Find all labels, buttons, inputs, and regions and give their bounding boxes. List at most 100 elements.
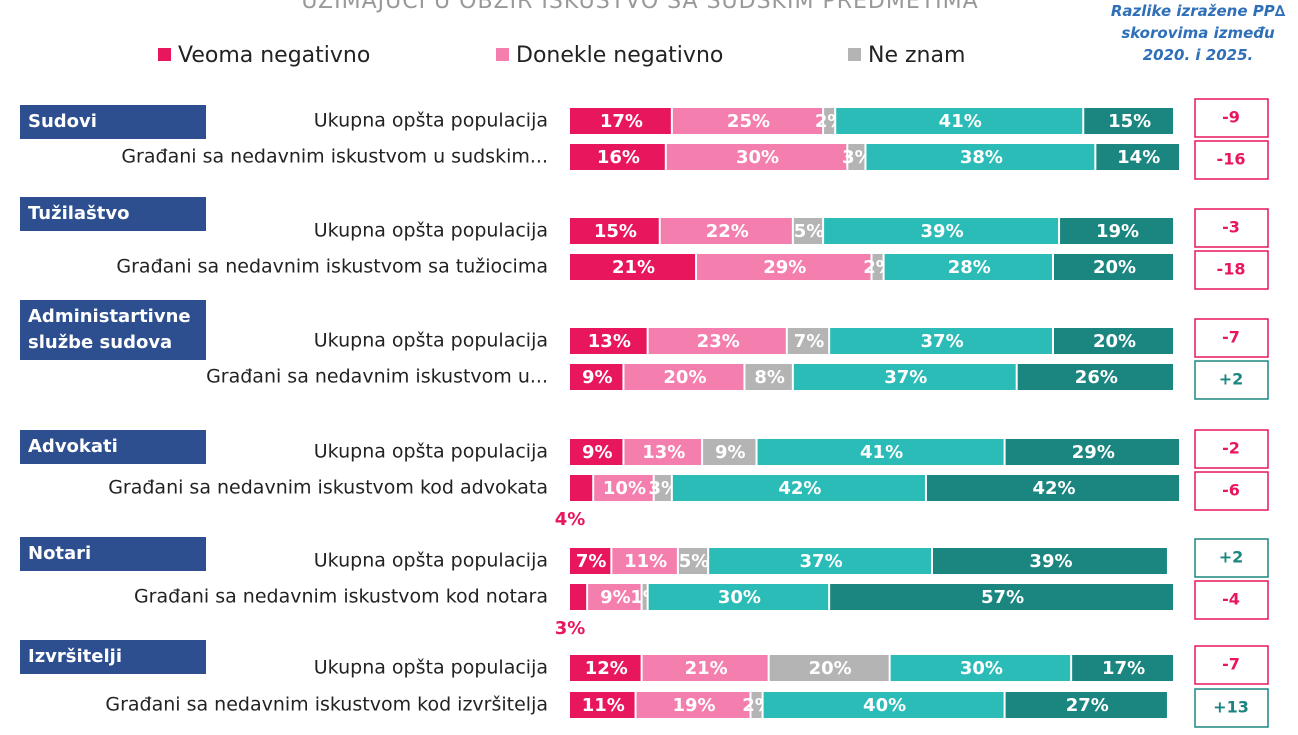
bar-segment: [1017, 364, 1173, 390]
value-label: 3%: [842, 147, 873, 168]
value-label: 40%: [863, 695, 906, 716]
bar-segment: [1072, 655, 1173, 681]
value-label: 20%: [663, 367, 706, 388]
bar-segment: [570, 364, 623, 390]
value-label: 21%: [612, 257, 655, 278]
bar-segment: [824, 218, 1059, 244]
legend-swatch: [496, 48, 509, 61]
row-label: Građani sa nedavnim iskustvom kod izvrši…: [105, 694, 548, 716]
value-label: 10%: [603, 478, 646, 499]
bar-segment: [570, 328, 647, 354]
bar-segment: [624, 439, 702, 465]
bar-segment: [672, 475, 925, 501]
bar-segment: [570, 584, 587, 610]
group-label: Izvršitelji: [20, 640, 206, 674]
bar-segment: [1096, 144, 1180, 170]
value-label: 29%: [763, 257, 806, 278]
bar-segment: [703, 439, 756, 465]
value-label: 20%: [1093, 331, 1136, 352]
bar-segment: [1005, 439, 1180, 465]
value-label: 37%: [884, 367, 927, 388]
bar-segment: [751, 692, 762, 718]
bar-segment: [570, 692, 635, 718]
delta-box: [1194, 208, 1269, 248]
value-label: 13%: [642, 442, 685, 463]
value-label: 12%: [585, 658, 628, 679]
value-label: 37%: [921, 331, 964, 352]
delta-label: +13: [1213, 698, 1249, 717]
row-label: Ukupna opšta populacija: [314, 550, 548, 572]
bar-segment: [709, 548, 931, 574]
bar-segment: [890, 655, 1071, 681]
group-label: Tužilaštvo: [20, 197, 206, 231]
value-label: 23%: [697, 331, 740, 352]
value-label: 19%: [1096, 221, 1139, 242]
bar-segment: [830, 584, 1173, 610]
value-label: 22%: [706, 221, 749, 242]
bar-segment: [594, 475, 653, 501]
bar-segment: [588, 584, 641, 610]
delta-box: [1194, 645, 1269, 685]
bar-segment: [642, 655, 768, 681]
delta-label: -7: [1222, 328, 1240, 347]
delta-box: [1194, 98, 1269, 138]
value-label: 42%: [778, 478, 821, 499]
value-label: 15%: [1108, 111, 1151, 132]
value-label: 16%: [597, 147, 640, 168]
value-label: 30%: [718, 587, 761, 608]
legend-label: Veoma negativno: [178, 43, 370, 68]
bar-segment: [570, 548, 611, 574]
value-label: 20%: [809, 658, 852, 679]
delta-title: Razlike izražene PP∆ skorovima između 20…: [1098, 0, 1298, 66]
row-label: Građani sa nedavnim iskustvom u...: [206, 366, 548, 388]
bar-segment: [570, 655, 641, 681]
value-label: 14%: [1117, 147, 1160, 168]
value-label: 39%: [1029, 551, 1072, 572]
bar-segment: [1060, 218, 1173, 244]
row-label: Građani sa nedavnim iskustvom kod notara: [134, 586, 548, 608]
value-label: 27%: [1066, 695, 1109, 716]
bar-segment: [872, 254, 883, 280]
delta-box: [1194, 250, 1269, 290]
bar-segment: [570, 108, 671, 134]
bar-segment: [624, 364, 744, 390]
value-label: 37%: [800, 551, 843, 572]
value-label: 29%: [1072, 442, 1115, 463]
bar-segment: [642, 584, 647, 610]
row-label: Ukupna opšta populacija: [314, 441, 548, 463]
value-label: 19%: [672, 695, 715, 716]
value-label: 20%: [1093, 257, 1136, 278]
bar-segment: [793, 364, 1016, 390]
delta-box: [1194, 140, 1269, 180]
value-label: 38%: [960, 147, 1003, 168]
legend-label: Ne znam: [868, 43, 965, 68]
value-label: 7%: [576, 551, 607, 572]
bar-segment: [570, 218, 659, 244]
delta-label: -16: [1217, 150, 1246, 169]
value-label: 4%: [555, 509, 586, 530]
value-label: 9%: [715, 442, 746, 463]
value-label: 3%: [555, 618, 586, 639]
value-label: 13%: [588, 331, 631, 352]
value-label: 11%: [582, 695, 625, 716]
value-label: 30%: [736, 147, 779, 168]
row-label: Građani sa nedavnim iskustvom kod advoka…: [108, 477, 548, 499]
bar-segment: [660, 218, 792, 244]
delta-box: [1194, 688, 1269, 728]
group-label: Notari: [20, 537, 206, 571]
bar-segment: [648, 584, 829, 610]
value-label: 30%: [960, 658, 1003, 679]
bar-segment: [1005, 692, 1167, 718]
bar-segment: [836, 108, 1083, 134]
value-label: 9%: [582, 367, 613, 388]
legend-swatch: [158, 48, 171, 61]
bar-segment: [884, 254, 1052, 280]
row-label: Ukupna opšta populacija: [314, 220, 548, 242]
bar-segment: [763, 692, 1004, 718]
delta-box: [1194, 538, 1269, 578]
bar-segment: [570, 439, 623, 465]
bar-segment: [866, 144, 1095, 170]
value-label: 41%: [939, 111, 982, 132]
bar-segment: [666, 144, 847, 170]
